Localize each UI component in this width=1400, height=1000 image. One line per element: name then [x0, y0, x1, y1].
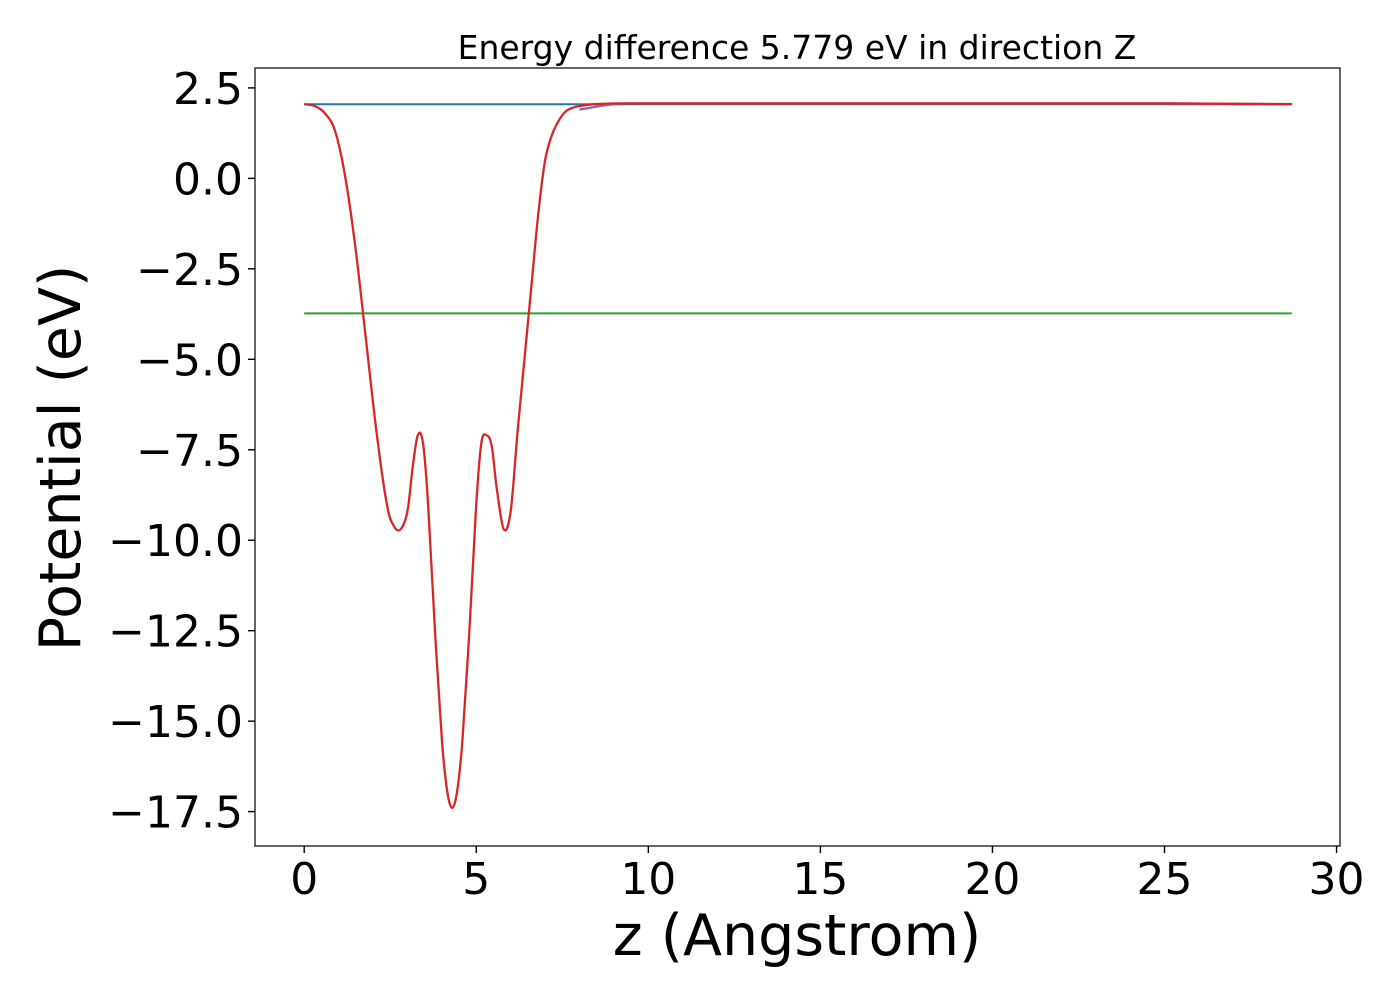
- y-tick-label: −15.0: [108, 697, 243, 748]
- series-line-4: [304, 102, 1292, 810]
- axes-frame: [254, 67, 1341, 847]
- y-axis-label: Potential (eV): [28, 265, 94, 651]
- chart-title: Energy difference 5.779 eV in direction …: [458, 28, 1137, 67]
- x-axis: 0 5 10 15 20 25 30: [290, 846, 1365, 905]
- x-tick-label: 25: [1137, 854, 1193, 905]
- x-tick-label: 5: [462, 854, 490, 905]
- x-tick-label: 10: [620, 854, 676, 905]
- x-axis-label: z (Angstrom): [613, 903, 981, 969]
- y-tick-label: −10.0: [108, 516, 243, 567]
- plot-area: [304, 102, 1292, 810]
- y-tick-label: −17.5: [108, 788, 243, 839]
- x-tick-label: 0: [290, 854, 318, 905]
- x-tick-label: 20: [964, 854, 1020, 905]
- y-tick-label: −7.5: [136, 426, 243, 477]
- y-axis: 2.5 0.0 −2.5 −5.0 −7.5 −10.0 −12.5 −15.0 −17.5: [108, 64, 255, 839]
- y-tick-label: 0.0: [173, 154, 243, 205]
- y-tick-label: −12.5: [108, 607, 243, 658]
- x-tick-label: 30: [1309, 854, 1365, 905]
- x-tick-label: 15: [792, 854, 848, 905]
- y-tick-label: −2.5: [136, 245, 243, 296]
- y-tick-label: −5.0: [136, 335, 243, 386]
- y-tick-label: 2.5: [173, 64, 243, 115]
